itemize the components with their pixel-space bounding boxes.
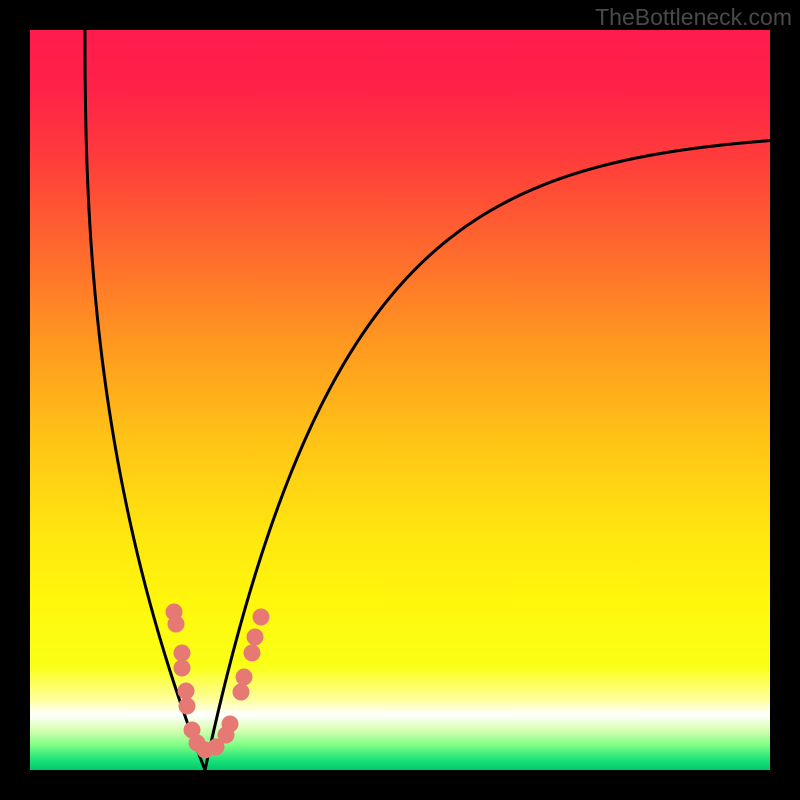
scatter-point (178, 683, 195, 700)
scatter-point (179, 698, 196, 715)
scatter-point (253, 609, 270, 626)
scatter-point (233, 684, 250, 701)
watermark-text: TheBottleneck.com (595, 4, 792, 31)
scatter-point (222, 716, 239, 733)
scatter-point (174, 660, 191, 677)
scatter-point (168, 616, 185, 633)
scatter-point (174, 645, 191, 662)
bottleneck-chart (0, 0, 800, 800)
scatter-point (247, 629, 264, 646)
plot-background (30, 30, 770, 770)
scatter-point (236, 669, 253, 686)
scatter-point (244, 645, 261, 662)
chart-root: TheBottleneck.com (0, 0, 800, 800)
